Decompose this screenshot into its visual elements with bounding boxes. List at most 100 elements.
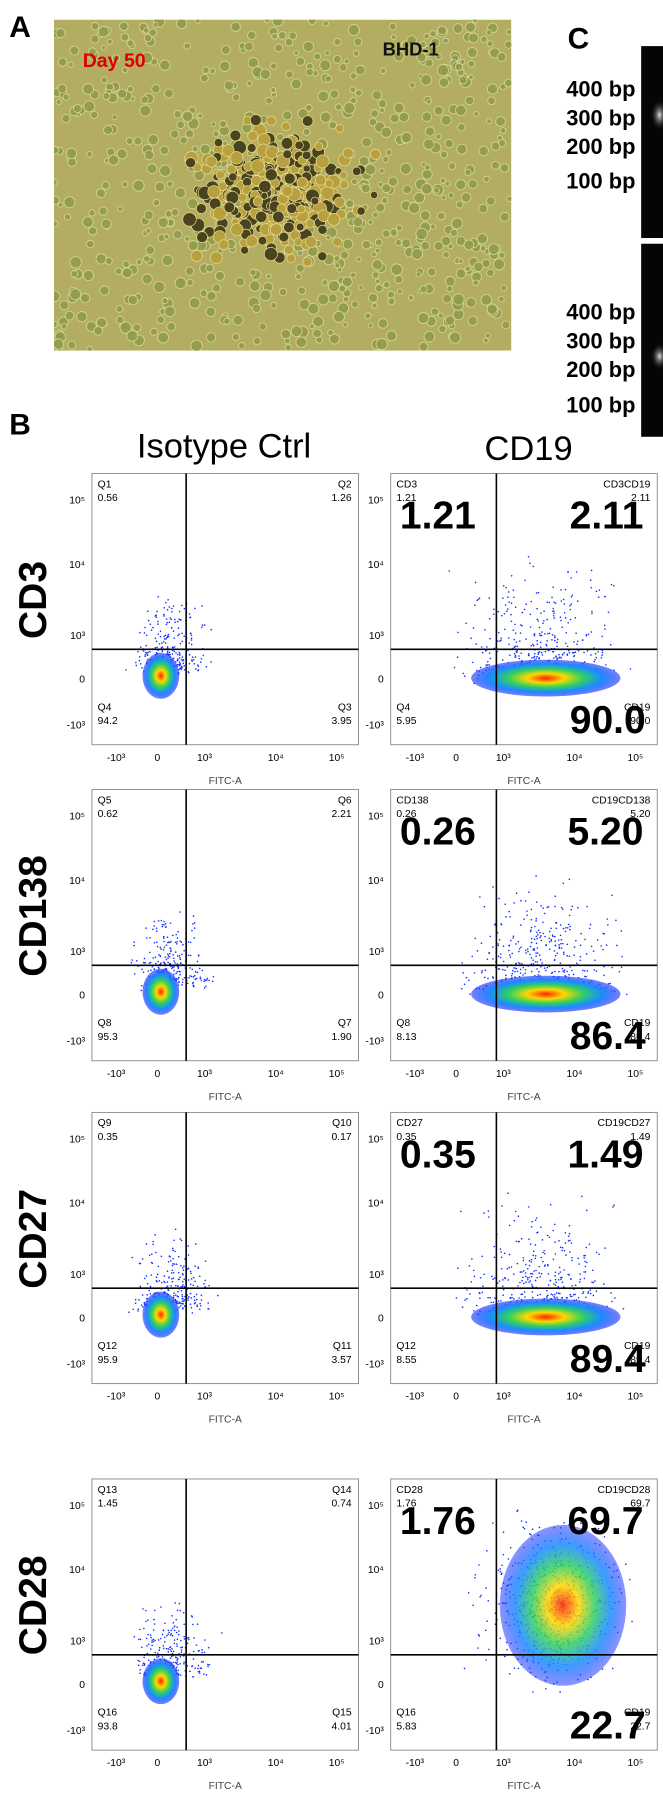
event	[203, 655, 205, 657]
quadrant-name: CD138	[396, 795, 428, 806]
event	[191, 1278, 193, 1280]
event	[145, 1610, 147, 1612]
event	[177, 1670, 179, 1672]
cell	[376, 203, 385, 212]
cell-cluster	[231, 223, 243, 235]
event	[509, 916, 511, 918]
event	[204, 987, 206, 989]
event	[168, 1651, 170, 1653]
event	[513, 589, 515, 591]
event	[528, 891, 530, 893]
event	[514, 656, 516, 658]
quadrant-name: Q13	[98, 1485, 118, 1496]
event	[195, 1243, 197, 1245]
cell	[207, 291, 216, 300]
event	[464, 1668, 466, 1670]
event	[585, 1296, 587, 1298]
event	[508, 601, 510, 603]
event	[568, 924, 570, 926]
cell	[350, 73, 356, 79]
event	[153, 1639, 155, 1641]
cell	[306, 68, 313, 75]
event	[147, 610, 149, 612]
event	[525, 1521, 527, 1523]
event	[178, 627, 180, 629]
event	[154, 1610, 156, 1612]
cell	[182, 111, 193, 122]
cell	[372, 212, 378, 218]
event	[201, 1299, 203, 1301]
event	[158, 1649, 160, 1651]
y-tick-label: 10⁴	[368, 560, 384, 571]
cell	[285, 345, 291, 351]
highlight-value: 90.0	[570, 699, 646, 742]
event	[584, 976, 586, 978]
cell	[87, 346, 93, 352]
y-tick-label: 10⁵	[368, 811, 384, 822]
event	[535, 658, 537, 660]
event	[179, 1238, 181, 1240]
event	[487, 978, 489, 980]
x-tick-label: 0	[155, 1392, 161, 1403]
quadrant-value: 3.95	[331, 716, 351, 727]
event	[531, 971, 533, 973]
cell	[391, 264, 402, 275]
cell	[68, 62, 73, 67]
event	[565, 931, 567, 933]
event	[539, 651, 541, 653]
event	[193, 915, 195, 917]
event	[498, 1603, 500, 1605]
event	[533, 645, 535, 647]
event	[179, 1663, 181, 1665]
event	[518, 951, 520, 953]
cell	[488, 244, 499, 255]
event	[569, 929, 571, 931]
cell	[457, 144, 467, 154]
cell	[422, 112, 432, 122]
event	[194, 1265, 196, 1267]
event	[162, 924, 164, 926]
event	[485, 1587, 487, 1589]
event	[514, 971, 516, 973]
event	[571, 1296, 573, 1298]
event	[171, 1278, 173, 1280]
event	[156, 641, 158, 643]
event	[508, 591, 510, 593]
event	[179, 1301, 181, 1303]
event	[514, 653, 516, 655]
event	[172, 653, 174, 655]
cell	[160, 60, 170, 70]
event	[561, 1250, 563, 1252]
cell	[498, 296, 504, 302]
cell	[397, 289, 402, 294]
event	[183, 659, 185, 661]
event	[540, 940, 542, 942]
event	[173, 1662, 175, 1664]
event	[500, 957, 502, 959]
event	[507, 608, 509, 610]
event	[481, 1256, 483, 1258]
event	[545, 970, 547, 972]
flow-plot: 10⁵10⁴10³0-10³-10³010³10⁴10⁵FITC-ACD1380…	[365, 790, 657, 1103]
event	[574, 655, 576, 657]
cell	[118, 206, 123, 211]
cell	[71, 270, 78, 277]
y-tick-label: 0	[79, 675, 85, 686]
plot-frame	[92, 1479, 359, 1750]
event	[532, 1297, 534, 1299]
event	[536, 961, 538, 963]
cell	[117, 149, 127, 159]
cell	[472, 17, 478, 23]
event	[480, 1277, 482, 1279]
event	[172, 1250, 174, 1252]
event	[197, 1285, 199, 1287]
event	[462, 972, 464, 974]
event	[514, 624, 516, 626]
quadrant-value: 0.35	[98, 1132, 118, 1143]
event	[532, 959, 534, 961]
cell	[70, 46, 79, 55]
cell	[371, 110, 379, 118]
cell-cluster	[352, 167, 361, 176]
event	[163, 1648, 165, 1650]
cell	[449, 163, 456, 170]
